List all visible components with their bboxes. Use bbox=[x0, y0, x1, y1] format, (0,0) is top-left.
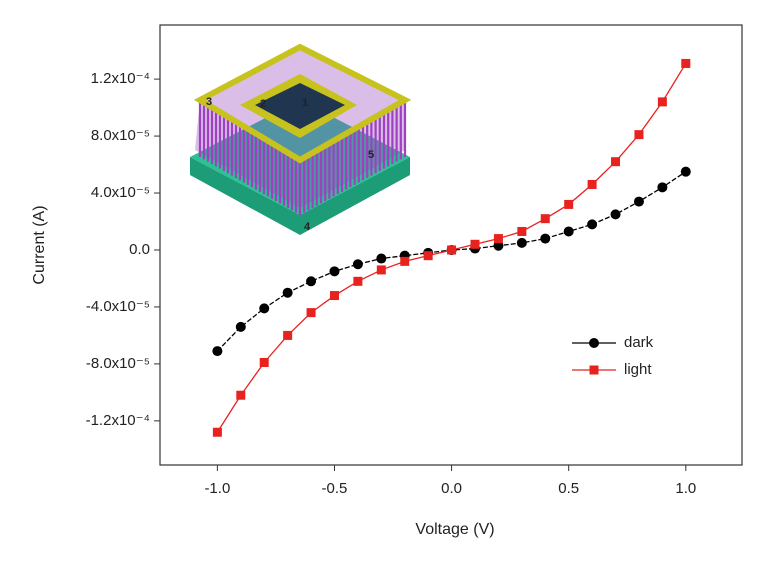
marker bbox=[283, 330, 293, 340]
y-tick-label: -1.2x10⁻⁴ bbox=[86, 412, 150, 429]
marker bbox=[563, 226, 574, 237]
y-tick-label: 8.0x10⁻⁵ bbox=[91, 127, 150, 144]
marker bbox=[235, 321, 246, 332]
y-tick-label: -8.0x10⁻⁵ bbox=[86, 355, 150, 372]
inset-label: 4 bbox=[304, 221, 311, 233]
marker bbox=[376, 253, 387, 264]
x-axis-label: Voltage (V) bbox=[415, 521, 494, 538]
marker bbox=[236, 390, 246, 400]
x-tick-label: -0.5 bbox=[322, 480, 348, 497]
marker bbox=[470, 239, 480, 249]
marker bbox=[306, 276, 317, 287]
x-tick-label: 1.0 bbox=[675, 480, 696, 497]
x-tick-label: 0.0 bbox=[441, 480, 462, 497]
marker bbox=[447, 245, 457, 255]
marker bbox=[680, 166, 691, 177]
y-axis-label: Current (A) bbox=[31, 205, 48, 284]
marker bbox=[657, 182, 668, 193]
marker bbox=[352, 259, 363, 270]
marker bbox=[634, 130, 644, 140]
y-tick-label: -4.0x10⁻⁵ bbox=[86, 298, 150, 315]
marker bbox=[259, 303, 270, 314]
legend-label: dark bbox=[624, 334, 654, 351]
legend-marker bbox=[589, 338, 599, 348]
y-tick-label: 0.0 bbox=[129, 241, 150, 258]
x-tick-label: 0.5 bbox=[558, 480, 579, 497]
marker bbox=[329, 266, 340, 277]
marker bbox=[493, 240, 504, 251]
device-inset: 1 2 3 4 5 bbox=[190, 43, 412, 235]
inset-label: 1 bbox=[302, 97, 308, 109]
substrate-side bbox=[190, 157, 410, 235]
marker bbox=[681, 58, 691, 68]
marker bbox=[610, 209, 621, 220]
inset-label: 3 bbox=[206, 96, 212, 108]
marker bbox=[564, 199, 574, 209]
marker bbox=[657, 97, 667, 107]
legend-marker bbox=[589, 365, 599, 375]
center-pad bbox=[255, 83, 345, 129]
marker bbox=[212, 346, 223, 357]
marker bbox=[329, 291, 339, 301]
marker bbox=[423, 251, 433, 261]
marker bbox=[376, 265, 386, 275]
marker bbox=[400, 256, 410, 266]
y-tick-label: 4.0x10⁻⁵ bbox=[91, 184, 150, 201]
marker bbox=[540, 214, 550, 224]
legend-label: light bbox=[624, 361, 652, 378]
x-tick-label: -1.0 bbox=[204, 480, 230, 497]
plot-frame bbox=[159, 24, 743, 466]
marker bbox=[540, 233, 551, 244]
marker bbox=[633, 196, 644, 207]
marker bbox=[493, 234, 503, 244]
inset-label: 5 bbox=[368, 149, 374, 161]
marker bbox=[587, 219, 598, 230]
marker bbox=[212, 427, 222, 437]
marker bbox=[282, 287, 293, 298]
marker bbox=[353, 276, 363, 286]
marker bbox=[587, 179, 597, 189]
marker bbox=[306, 308, 316, 318]
outer-frame bbox=[193, 43, 412, 164]
y-tick-label: 1.2x10⁻⁴ bbox=[91, 70, 150, 87]
inset-label: 2 bbox=[260, 98, 266, 110]
marker bbox=[611, 157, 621, 167]
marker bbox=[517, 226, 527, 236]
marker bbox=[516, 237, 527, 248]
marker bbox=[259, 357, 269, 367]
